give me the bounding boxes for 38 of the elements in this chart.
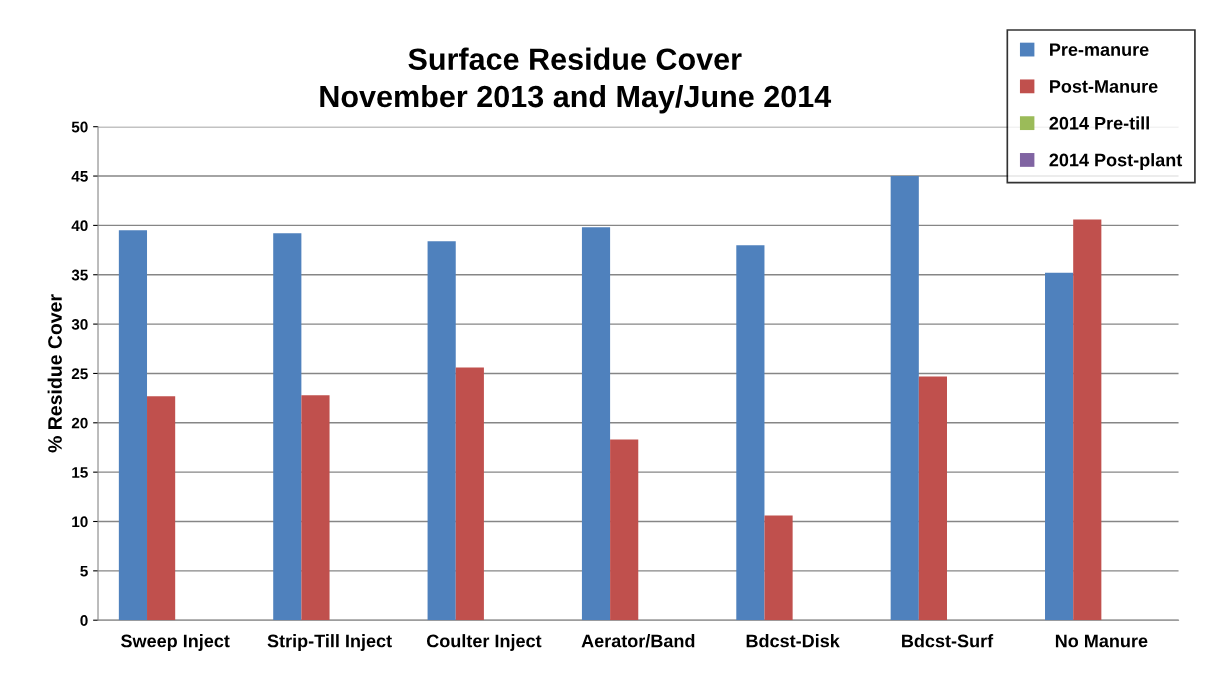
bar [890, 176, 919, 621]
x-tick-label: Aerator/Band [581, 634, 695, 648]
chart-title: Surface Residue Cover November 2013 and May/June 2014 [320, 47, 832, 114]
bar [1073, 219, 1102, 621]
bar [273, 233, 302, 621]
legend-label: Post-Manure [1050, 80, 1158, 93]
bar [736, 245, 765, 621]
bar [147, 396, 176, 621]
x-tick-label: No Manure [1055, 634, 1148, 648]
y-axis-title: % Residue Cover [47, 294, 62, 453]
y-tick-label: 50 [71, 121, 88, 133]
bar [764, 515, 793, 621]
bar [455, 367, 484, 621]
bar [918, 376, 947, 621]
y-tick-label: 20 [71, 417, 88, 429]
y-tick-label: 35 [71, 269, 88, 281]
legend-label: 2014 Pre-till [1049, 116, 1149, 130]
y-tick-label: 15 [72, 467, 88, 478]
x-tick-label: Sweep Inject [121, 634, 230, 651]
x-tick-label: Bdcst-Surf [902, 634, 994, 648]
y-tick-label: 0 [80, 615, 88, 626]
y-tick-label: 40 [71, 220, 88, 232]
y-tick-label: 30 [71, 318, 88, 330]
bar [301, 395, 330, 621]
y-tick-label: 45 [71, 171, 88, 182]
x-tick-label: Bdcst-Disk [746, 634, 840, 648]
bar [427, 241, 456, 621]
bar [610, 439, 639, 621]
bar [1045, 272, 1074, 621]
x-tick-label: Strip-Till Inject [267, 634, 392, 651]
y-tick-label: 10 [72, 516, 88, 528]
y-tick-label: 5 [80, 565, 88, 577]
legend-label: Pre-manure [1050, 43, 1149, 57]
bar [118, 230, 148, 621]
y-tick-label: 25 [71, 368, 88, 380]
legend-label: 2014 Post-plant [1049, 153, 1183, 170]
x-tick-label: Coulter Inject [426, 634, 542, 651]
bar [581, 227, 611, 621]
